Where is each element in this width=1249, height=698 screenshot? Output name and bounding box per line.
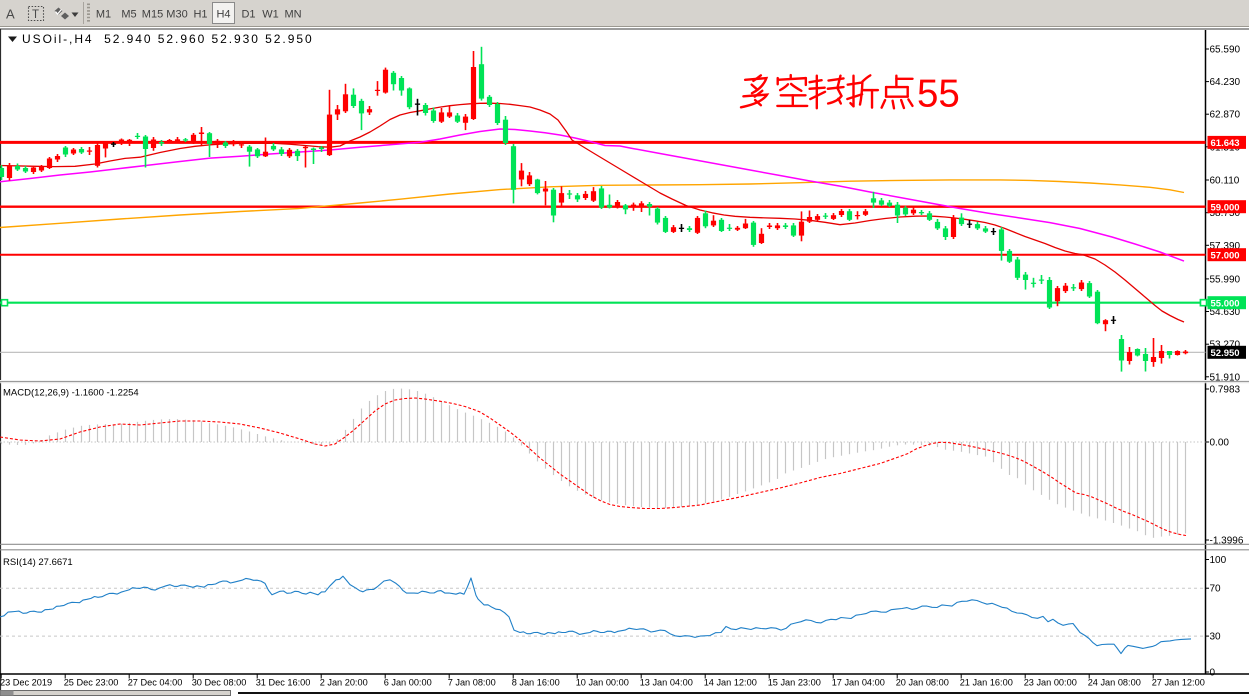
svg-text:A: A [6,7,15,22]
svg-text:23 Jan 00:00: 23 Jan 00:00 [1024,678,1077,688]
svg-text:6 Jan 00:00: 6 Jan 00:00 [384,678,432,688]
svg-text:70: 70 [1210,584,1222,595]
svg-text:H1: H1 [193,9,207,21]
svg-text:64.230: 64.230 [1210,77,1241,88]
svg-text:62.870: 62.870 [1210,110,1241,121]
svg-text:H4: H4 [216,9,230,21]
svg-text:59.000: 59.000 [1211,202,1240,213]
svg-text:RSI(14) 27.6671: RSI(14) 27.6671 [3,557,73,568]
svg-text:31 Dec 16:00: 31 Dec 16:00 [256,678,311,688]
svg-text:24 Jan 08:00: 24 Jan 08:00 [1088,678,1141,688]
svg-text:30 Dec 08:00: 30 Dec 08:00 [192,678,247,688]
svg-text:27 Jan 12:00: 27 Jan 12:00 [1152,678,1205,688]
svg-text:D1: D1 [241,9,255,21]
svg-text:52.950: 52.950 [1211,348,1240,359]
svg-text:0.7983: 0.7983 [1210,385,1241,396]
svg-text:-1.3996: -1.3996 [1210,536,1244,547]
svg-text:23 Dec 2019: 23 Dec 2019 [0,678,52,688]
svg-text:M15: M15 [142,9,163,21]
svg-text:0: 0 [1210,668,1216,679]
svg-text:MACD(12,26,9) -1.1600 -1.2254: MACD(12,26,9) -1.1600 -1.2254 [3,388,139,399]
svg-text:55: 55 [917,73,960,116]
svg-text:MN: MN [284,9,301,21]
svg-text:14 Jan 12:00: 14 Jan 12:00 [704,678,757,688]
svg-text:M30: M30 [166,9,187,21]
svg-text:M1: M1 [96,9,111,21]
svg-text:57.000: 57.000 [1211,250,1240,261]
svg-text:W1: W1 [262,9,279,21]
svg-text:54.630: 54.630 [1210,307,1241,318]
svg-text:30: 30 [1210,632,1222,643]
svg-text:7 Jan 08:00: 7 Jan 08:00 [448,678,496,688]
svg-text:51.910: 51.910 [1210,372,1241,383]
svg-text:20 Jan 08:00: 20 Jan 08:00 [896,678,949,688]
svg-text:0.00: 0.00 [1210,438,1230,449]
svg-text:27 Dec 04:00: 27 Dec 04:00 [128,678,183,688]
svg-text:10 Jan 00:00: 10 Jan 00:00 [576,678,629,688]
svg-text:8 Jan 16:00: 8 Jan 16:00 [512,678,560,688]
svg-text:15 Jan 23:00: 15 Jan 23:00 [768,678,821,688]
svg-text:13 Jan 04:00: 13 Jan 04:00 [640,678,693,688]
svg-text:57.390: 57.390 [1210,241,1241,252]
svg-text:61.643: 61.643 [1211,138,1240,149]
svg-text:17 Jan 04:00: 17 Jan 04:00 [832,678,885,688]
svg-text:65.590: 65.590 [1210,45,1241,56]
svg-text:100: 100 [1210,555,1227,566]
svg-text:55.000: 55.000 [1211,298,1240,309]
svg-text:58.750: 58.750 [1210,208,1241,219]
svg-text:25 Dec 23:00: 25 Dec 23:00 [64,678,119,688]
svg-text:21 Jan 16:00: 21 Jan 16:00 [960,678,1013,688]
svg-text:2 Jan 20:00: 2 Jan 20:00 [320,678,368,688]
svg-text:55.990: 55.990 [1210,274,1241,285]
svg-text:60.110: 60.110 [1210,176,1240,187]
svg-text:USOil-,H4 52.940 52.960 52.93: USOil-,H4 52.940 52.960 52.930 52.950 [22,32,314,46]
svg-text:M5: M5 [121,9,136,21]
svg-text:T: T [32,9,39,21]
svg-text:53.270: 53.270 [1210,340,1241,351]
